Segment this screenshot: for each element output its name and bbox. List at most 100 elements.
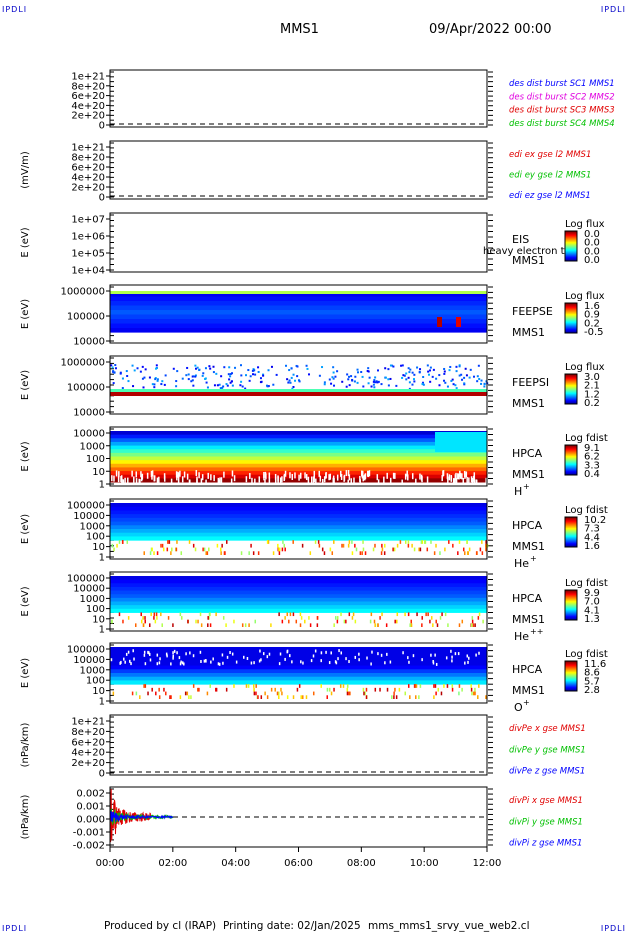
spectrogram-pixel <box>480 382 483 385</box>
spectrogram-gap <box>347 470 350 477</box>
colorbar-segment <box>565 591 577 593</box>
spectrogram-pixel <box>380 551 383 555</box>
spectrogram-pixel <box>428 369 431 372</box>
spectrogram-pixel <box>194 374 197 377</box>
spectrogram-pixel <box>142 616 144 620</box>
spectrogram-pixel <box>118 612 121 617</box>
spectrogram-pixel <box>233 684 235 688</box>
colorbar-segment <box>565 320 577 322</box>
spectrogram-pixel <box>181 616 183 620</box>
panel-5-ytick-label: 1000 <box>80 441 105 452</box>
spectrogram-pixel <box>209 684 211 688</box>
spectrogram-pixel <box>143 684 145 688</box>
colorbar-segment <box>565 670 577 672</box>
spectrogram-pixel <box>477 364 480 367</box>
spectrogram-pixel <box>360 371 363 374</box>
spectrogram-pixel <box>323 383 326 386</box>
panel-4-ytick-label: 10000 <box>73 408 105 419</box>
spectrogram-pixel <box>403 374 406 377</box>
spectrogram-gap <box>359 475 361 482</box>
spectrogram-gap <box>286 649 289 653</box>
spectrogram-gap <box>183 471 186 478</box>
spectrogram-pixel <box>141 377 144 380</box>
colorbar-segment <box>565 392 577 394</box>
spectrogram-pixel <box>121 387 124 390</box>
spectrogram-gap <box>435 662 438 666</box>
spectrogram-pixel <box>362 540 364 544</box>
spectrogram-pixel <box>367 367 370 370</box>
spectrogram-pixel <box>168 540 171 544</box>
panel-1-ytick-label: 6e+20 <box>71 163 105 174</box>
spectrogram-pixel <box>407 367 410 370</box>
spectrogram-gap <box>340 651 343 655</box>
spectrogram-pixel <box>431 375 434 378</box>
spectrogram-pixel <box>153 551 155 555</box>
spectrogram-gap <box>135 471 138 478</box>
spectrogram-gap <box>153 475 155 482</box>
panel-5-colorbar-tick: 0.4 <box>584 469 600 480</box>
spectrogram-gap <box>404 473 407 480</box>
colorbar-segment <box>565 255 577 257</box>
spectrogram-gap <box>294 472 296 479</box>
spectrogram-pixel <box>226 384 229 387</box>
spectrogram-pixel <box>274 687 276 692</box>
spectrogram-gap <box>320 659 322 663</box>
spectrogram-pixel <box>289 381 292 384</box>
panel-7-instrument-label: HPCA <box>512 592 543 605</box>
colorbar-segment <box>565 402 577 404</box>
spectrogram-pixel <box>461 619 464 624</box>
spectrogram-gap <box>430 653 432 657</box>
spectrogram-pixel <box>385 623 388 627</box>
panel-2-spacecraft-label: MMS1 <box>512 254 545 267</box>
panel-4-colorbar <box>564 373 578 405</box>
spectrogram-gap <box>318 470 321 477</box>
panel-6-spacecraft-label: MMS1 <box>512 540 545 553</box>
panel-4-frame <box>109 355 488 415</box>
spectrogram-band <box>110 650 487 655</box>
spectrogram-pixel <box>301 543 304 548</box>
spectrogram-pixel <box>485 380 488 383</box>
spectrogram-pixel <box>477 616 480 620</box>
spectrogram-gap <box>264 471 267 478</box>
spectrogram-pixel <box>461 687 463 692</box>
spectrogram-gap <box>472 475 475 482</box>
colorbar-frame <box>564 230 578 262</box>
spectrogram-band <box>110 328 487 333</box>
spectrogram-pixel <box>395 384 398 387</box>
spectrogram-pixel <box>281 547 284 552</box>
spectrogram-gap <box>384 661 386 665</box>
colorbar-segment <box>565 456 577 458</box>
spectrogram-pixel <box>158 687 160 692</box>
spectrogram-pixel <box>335 616 337 620</box>
spectrogram-pixel <box>228 378 231 381</box>
spectrogram-gap <box>121 478 123 485</box>
panel-0-legend-entry: des dist burst SC3 MMS3 <box>509 106 615 116</box>
spectrogram-pixel <box>244 623 247 627</box>
panel-7-colorbar-tick: 1.3 <box>584 614 600 625</box>
colorbar-segment <box>565 231 577 233</box>
spectrogram-pixel <box>351 378 354 381</box>
panel-8-colorbar-tick: 2.8 <box>584 685 600 696</box>
spectrogram-pixel <box>435 377 438 380</box>
colorbar-segment <box>565 672 577 674</box>
colorbar-segment <box>565 232 577 234</box>
spectrogram-gap <box>188 479 191 486</box>
panel-8-ytick-label: 10000 <box>73 655 105 666</box>
colorbar-segment <box>565 663 577 665</box>
spectrogram-pixel <box>483 383 486 386</box>
spectrogram-pixel <box>479 547 482 552</box>
spectrogram-gap <box>407 656 409 660</box>
spectrogram-pixel <box>185 374 188 377</box>
colorbar-segment <box>565 449 577 451</box>
colorbar-segment <box>565 458 577 460</box>
panel-7-ylabel: E (eV) <box>20 586 31 616</box>
spectrogram-pixel <box>125 370 128 373</box>
spectrogram-gap <box>245 476 248 483</box>
spectrogram-gap <box>156 477 159 484</box>
spectrogram-pixel <box>465 374 468 377</box>
spectrogram-pixel <box>278 612 280 617</box>
colorbar-segment <box>565 396 577 398</box>
spectrogram-pixel <box>228 366 231 369</box>
colorbar-segment <box>565 309 577 311</box>
